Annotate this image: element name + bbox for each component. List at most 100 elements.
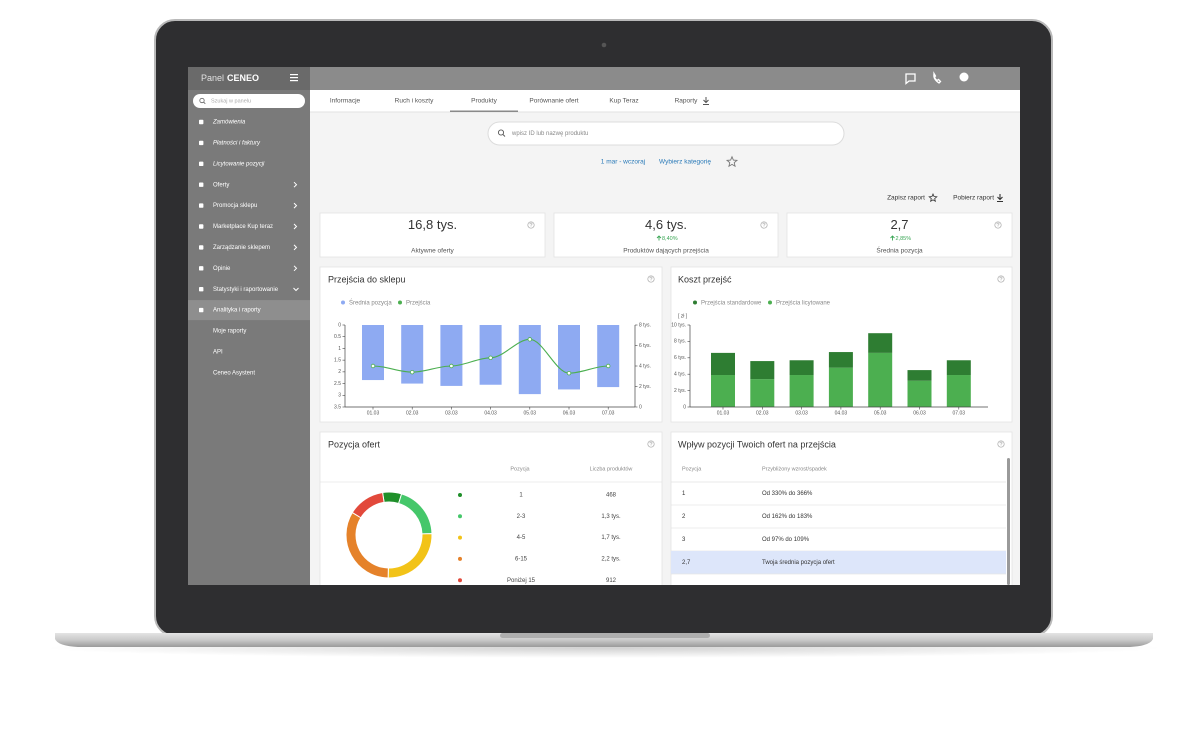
bar-segment bbox=[868, 352, 893, 407]
line-marker bbox=[488, 355, 493, 360]
help-icon-dot bbox=[997, 226, 999, 228]
bar-segment bbox=[828, 352, 853, 368]
y2-tick-label: 0 bbox=[639, 404, 642, 410]
menu-item[interactable]: Ceneo Asystent bbox=[213, 370, 255, 376]
help-icon-dot bbox=[530, 226, 532, 228]
help-icon[interactable] bbox=[994, 221, 1002, 229]
sidebar-search[interactable] bbox=[193, 94, 305, 108]
menu-item[interactable]: Moje raporty bbox=[213, 329, 246, 335]
tab-bar bbox=[310, 90, 1020, 112]
tab[interactable]: Porównanie ofert bbox=[529, 98, 578, 105]
x-tick-label: 01.03 bbox=[717, 410, 730, 416]
table-header: Pozycja bbox=[682, 466, 702, 472]
menu-item-active bbox=[188, 300, 310, 321]
line-marker bbox=[527, 337, 532, 342]
kpi-up-arrow bbox=[890, 235, 895, 241]
camera bbox=[601, 42, 607, 48]
help-icon[interactable] bbox=[527, 221, 535, 229]
table-cell: Poniżej 15 bbox=[507, 578, 536, 584]
y-tick-label: 3 bbox=[338, 393, 341, 399]
menu-item[interactable]: Opinie bbox=[213, 266, 231, 272]
menu-item[interactable]: Analityka i raporty bbox=[213, 308, 261, 314]
kpi-value: 4,6 tys. bbox=[645, 217, 687, 232]
kpi-change: 8,40% bbox=[662, 236, 678, 242]
category-picker[interactable]: Wybierz kategorię bbox=[659, 159, 711, 166]
legend-dot bbox=[398, 300, 402, 305]
help-icon-glyph bbox=[529, 222, 533, 226]
menu-item[interactable]: API bbox=[213, 349, 223, 355]
tab[interactable]: Kup Teraz bbox=[609, 98, 638, 105]
download-report[interactable]: Pobierz raport bbox=[953, 195, 994, 202]
favorite-star[interactable] bbox=[725, 155, 739, 168]
help-icon[interactable] bbox=[647, 440, 655, 448]
menu-item[interactable]: Licytowanie pozycji bbox=[213, 161, 265, 167]
bar bbox=[440, 325, 463, 386]
bar bbox=[518, 325, 541, 395]
row-highlight bbox=[671, 551, 1006, 574]
hamburger[interactable] bbox=[290, 74, 298, 82]
product-search[interactable] bbox=[487, 121, 845, 146]
kpi-card bbox=[553, 212, 779, 258]
donut-segment bbox=[351, 491, 385, 519]
table-cell: 2,7 bbox=[682, 560, 691, 566]
bar-segment bbox=[711, 352, 735, 376]
bar-segment bbox=[750, 379, 775, 407]
y2-tick-label: 2 tys. bbox=[639, 384, 651, 390]
card-title: Pozycja ofert bbox=[328, 439, 381, 449]
line-marker bbox=[410, 369, 415, 375]
search-icon bbox=[199, 97, 205, 104]
tab[interactable]: Ruch i koszty bbox=[395, 98, 434, 105]
kpi-up-arrow bbox=[656, 235, 662, 241]
y-tick-label: 0 bbox=[683, 404, 686, 410]
search-icon-handle bbox=[502, 134, 506, 137]
bar-segment bbox=[946, 375, 971, 407]
legend-dot bbox=[768, 300, 772, 305]
line-marker bbox=[370, 363, 376, 369]
tab[interactable]: Informacje bbox=[330, 98, 361, 105]
line-marker bbox=[449, 363, 454, 369]
x-tick-label: 07.03 bbox=[602, 410, 615, 416]
menu-item[interactable]: Zarządzanie sklepem bbox=[213, 245, 270, 251]
save-report[interactable]: Zapisz raport bbox=[887, 195, 925, 202]
help-icon-glyph bbox=[649, 276, 653, 280]
scrollbar[interactable] bbox=[1007, 458, 1010, 585]
menu-item[interactable]: Marketplace Kup teraz bbox=[213, 224, 273, 230]
help-icon-glyph bbox=[999, 441, 1003, 445]
table-cell: 6-15 bbox=[515, 556, 528, 562]
bar bbox=[479, 325, 502, 385]
menu-icon bbox=[199, 224, 204, 229]
top-bar bbox=[310, 67, 1020, 90]
menu-item[interactable]: Zamówienia bbox=[212, 120, 246, 126]
kpi-label: Średnia pozycja bbox=[876, 246, 923, 255]
phone-icon[interactable] bbox=[933, 71, 942, 84]
date-range[interactable]: 1 mar - wczoraj bbox=[601, 159, 645, 166]
help-icon[interactable] bbox=[997, 275, 1005, 283]
help-icon-glyph bbox=[996, 222, 1000, 226]
help-icon[interactable] bbox=[647, 275, 655, 283]
menu-item[interactable]: Promocja sklepu bbox=[213, 203, 257, 209]
menu-icon bbox=[199, 245, 204, 250]
download-icon bbox=[997, 194, 1003, 203]
help-icon[interactable] bbox=[997, 440, 1005, 448]
table-cell: 2 bbox=[682, 514, 686, 520]
tab[interactable]: Produkty bbox=[471, 98, 497, 105]
bar bbox=[558, 325, 580, 390]
tab[interactable]: Raporty bbox=[675, 98, 699, 105]
menu-item[interactable]: Oferty bbox=[213, 182, 229, 188]
bar-segment bbox=[907, 380, 932, 407]
menu-item[interactable]: Statystyki i raportowanie bbox=[213, 287, 279, 293]
bar-segment bbox=[907, 370, 932, 381]
menu-icon bbox=[199, 266, 204, 271]
table-cell: Od 97% do 109% bbox=[762, 537, 810, 543]
help-icon[interactable] bbox=[760, 221, 768, 229]
product-search-placeholder: wpisz ID lub nazwę produktu bbox=[511, 131, 588, 137]
chart-title: Przejścia do sklepu bbox=[328, 274, 406, 284]
kpi-value: 2,7 bbox=[890, 217, 908, 232]
menu-arrow bbox=[293, 181, 298, 188]
legend-label: Przejścia bbox=[406, 301, 431, 307]
y2-tick-label: 8 tys. bbox=[639, 322, 651, 328]
user-icon[interactable] bbox=[959, 72, 969, 82]
menu-item[interactable]: Płatności i faktury bbox=[213, 140, 261, 146]
chat-icon[interactable] bbox=[905, 73, 916, 85]
